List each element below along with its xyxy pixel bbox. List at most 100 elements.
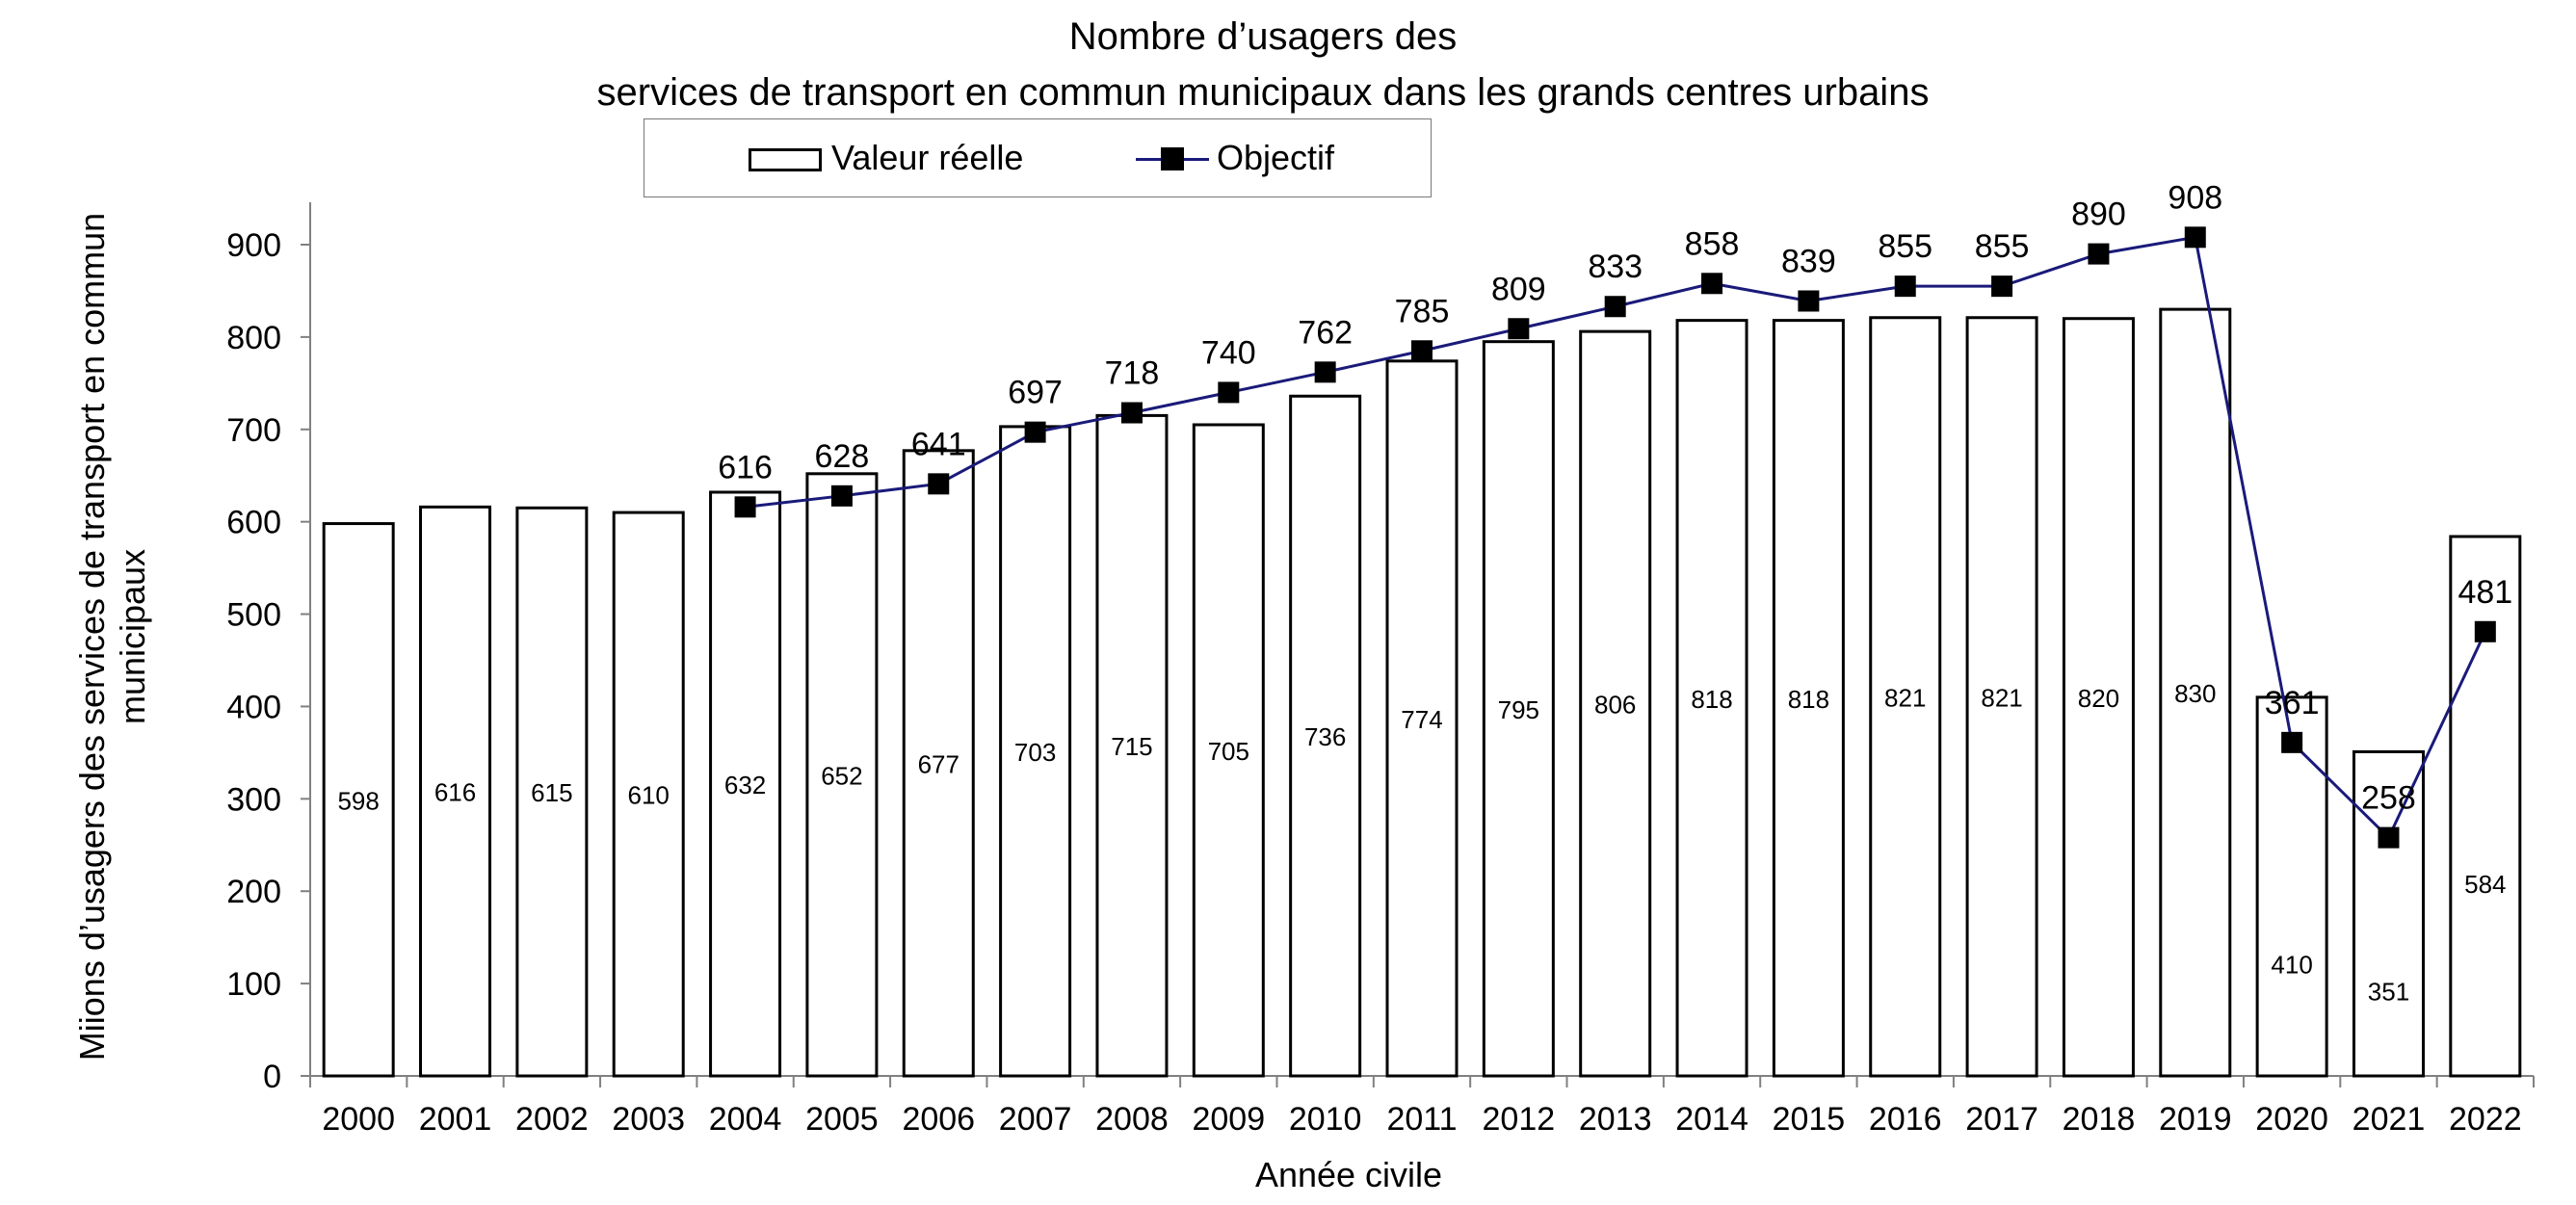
target-marker [1894,275,1916,298]
bar-actual [419,505,492,1078]
bar-actual [1289,394,1362,1078]
x-tick-label: 2004 [709,1101,782,1138]
bar-data-label: 774 [1401,705,1442,734]
bar-actual [1675,319,1748,1078]
y-tick-label: 300 [226,781,281,818]
target-marker [1024,421,1046,443]
chart-title-line-1: Nombre d’usagers des [1068,15,1458,58]
target-marker [928,473,950,495]
x-tick-label: 2013 [1579,1101,1652,1138]
y-tick-label: 500 [226,597,281,634]
bar-actual [1579,329,1652,1078]
target-data-label: 718 [1105,355,1160,392]
target-data-label: 858 [1685,225,1740,262]
target-data-label: 809 [1491,271,1546,307]
target-data-label: 839 [1781,243,1836,279]
target-data-label: 855 [1878,228,1932,265]
bar-data-label: 703 [1014,738,1056,767]
x-tick-label: 2002 [515,1101,589,1138]
target-data-label: 740 [1201,334,1256,371]
x-tick-label: 2008 [1095,1101,1169,1138]
y-tick-label: 600 [226,505,281,541]
bar-actual [1869,316,1942,1078]
y-tick-label: 400 [226,689,281,725]
target-marker [734,496,756,518]
x-tick-label: 2020 [2255,1101,2328,1138]
bar-actual [1192,423,1265,1078]
legend-label-actual: Valeur réelle [831,138,1024,177]
bar-data-label: 410 [2271,950,2312,979]
target-data-label: 890 [2071,196,2126,233]
bar-data-label: 615 [531,778,572,807]
target-data-label: 361 [2265,685,2320,721]
bar-data-label: 820 [2078,684,2119,713]
chart-legend: Valeur réelle Objectif [644,118,1432,197]
target-marker [1508,318,1530,340]
bar-actual [805,472,879,1078]
bar-actual [902,449,975,1078]
bar-data-label: 584 [2464,870,2506,899]
y-tick-label: 100 [226,966,281,1003]
bar-data-label: 821 [1884,683,1926,712]
x-tick-label: 2015 [1773,1101,1846,1138]
chart-title-line-2: services de transport en commun municipa… [596,71,1930,114]
bar-data-label: 821 [1981,683,2022,712]
legend-label-target: Objectif [1217,138,1335,177]
bar-data-label: 610 [628,781,670,810]
bar-data-label: 795 [1498,695,1539,724]
bar-actual [1772,319,1845,1078]
bar-actual [999,425,1072,1078]
bar-data-label: 632 [724,771,766,799]
bar-actual [612,511,685,1078]
x-tick-label: 2022 [2449,1101,2522,1138]
x-tick-label: 2017 [1965,1101,2038,1138]
target-marker [1991,275,2013,298]
target-data-label: 908 [2168,179,2222,216]
target-data-label: 785 [1395,293,1450,329]
x-tick-label: 2001 [419,1101,492,1138]
target-data-label: 628 [815,438,870,475]
target-marker [2088,243,2110,265]
target-data-label: 762 [1298,314,1353,351]
bar-data-label: 830 [2174,679,2216,708]
target-data-label: 258 [2361,780,2416,817]
x-axis-label: Année civile [1254,1155,1443,1194]
x-tick-label: 2011 [1386,1101,1457,1138]
bar-data-label: 652 [821,761,862,790]
target-marker [1120,402,1143,424]
target-data-label: 616 [718,449,773,485]
target-marker [830,485,853,507]
x-tick-label: 2009 [1192,1101,1265,1138]
x-tick-label: 2019 [2159,1101,2232,1138]
x-tick-label: 2005 [805,1101,879,1138]
bar-actual [709,490,782,1078]
target-data-label: 697 [1008,375,1063,411]
target-marker [2378,826,2400,849]
target-data-label: 833 [1588,249,1643,285]
target-marker [1411,340,1433,362]
y-tick-label: 900 [226,227,281,264]
bar-actual [322,522,395,1078]
target-marker [2281,731,2303,753]
bar-data-label: 806 [1594,691,1636,720]
x-tick-label: 2021 [2353,1101,2426,1138]
bar-data-label: 705 [1208,737,1249,766]
x-tick-label: 2010 [1289,1101,1362,1138]
x-tick-label: 2016 [1869,1101,1942,1138]
target-marker [2474,620,2496,642]
bar-data-label: 616 [434,778,476,807]
y-tick-label: 800 [226,320,281,356]
target-data-label: 641 [911,426,966,462]
bar-data-label: 677 [918,749,959,778]
bar-actual [1482,340,1555,1078]
legend-marker-swatch [1161,147,1184,170]
bar-data-label: 598 [337,786,379,815]
bar-actual [2352,749,2425,1078]
x-tick-label: 2014 [1675,1101,1748,1138]
x-tick-label: 2003 [612,1101,685,1138]
bar-actual [2255,695,2328,1078]
target-marker [2184,226,2206,249]
target-data-label: 855 [1975,228,2030,265]
bar-data-label: 351 [2368,978,2409,1007]
